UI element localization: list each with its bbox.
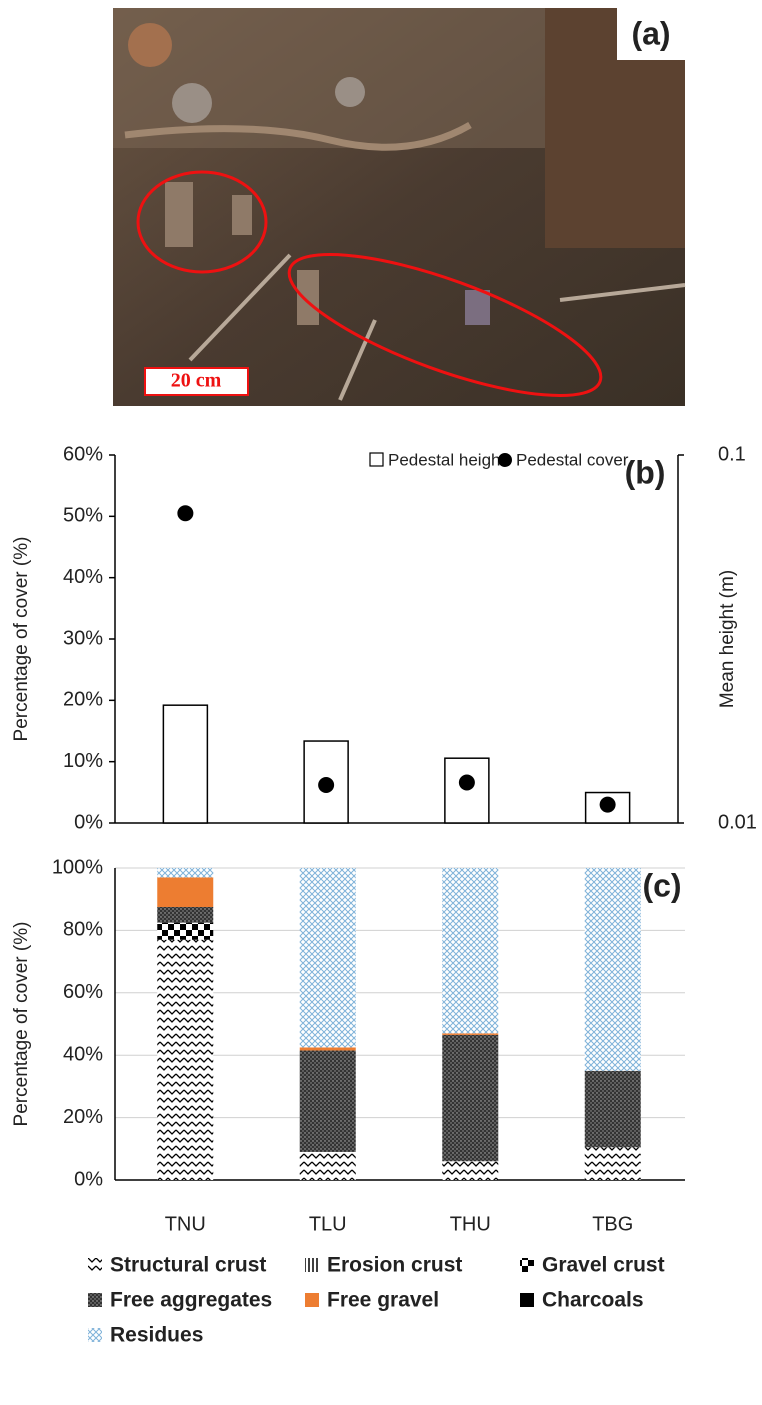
photo-pedestal [465,290,490,325]
y-tick-label: 30% [63,627,103,649]
photo-highlight [136,170,268,274]
legend-label: Erosion crust [327,1254,462,1277]
legend-label: Structural crust [110,1254,266,1277]
x-tick-label: TBG [592,1213,633,1235]
legend-label: Gravel crust [542,1254,665,1277]
bar [444,757,490,824]
y-tick-label: 80% [63,919,103,941]
legend-swatch [305,1258,319,1272]
bar-segment [299,868,356,1048]
x-tick-label: THU [450,1213,491,1235]
photo-pedestal [232,195,252,235]
panel-label: (b) [625,454,666,490]
bar-segment [157,939,214,1180]
legend-label: Pedestal height [388,450,505,469]
legend-swatch [498,453,512,467]
scale-bar-box [144,367,249,396]
bar-segment [157,907,214,923]
legend-swatch [88,1258,102,1272]
panel-label: (c) [642,867,681,903]
y2-tick-label: 0.01 [718,811,757,833]
y-tick-label: 60% [63,443,103,465]
legend-label: Residues [110,1324,203,1347]
photo: (a) 20 cm [113,8,686,406]
scale-bar: 20 cm [171,370,222,392]
bar-segment [442,1161,499,1180]
photo-stone [172,83,212,123]
panel-label-box [617,8,685,60]
y-tick-label: 0% [74,1168,103,1190]
photo-pedestal [297,270,319,325]
y-tick-label: 40% [63,1043,103,1065]
legend-swatch [88,1328,102,1342]
y-tick-label: 50% [63,505,103,527]
bar-segment [157,877,214,907]
legend-swatch [520,1293,534,1307]
y-tick-label: 20% [63,1106,103,1128]
legend-swatch [369,452,384,467]
y-tick-label: 40% [63,566,103,588]
legend-label: Charcoals [542,1289,644,1312]
legend-swatch [520,1258,534,1272]
bar-segment [299,1050,356,1152]
point [458,774,475,791]
panel-label: (a) [631,15,670,51]
bar-segment [299,1047,356,1051]
bar-segment [442,868,499,1034]
y-tick-label: 0% [74,811,103,833]
y-tick-label: 20% [63,689,103,711]
photo-stone [335,77,365,107]
bar-segment [584,1070,641,1148]
bar-segment [299,1151,356,1180]
y-axis-title: Percentage of cover (%) [11,922,32,1127]
y-tick-label: 100% [52,856,103,878]
bar-segment [442,1033,499,1035]
bar-segment [584,1147,641,1180]
legend-label: Free aggregates [110,1289,272,1312]
bar-segment [442,1034,499,1162]
y2-axis-title: Mean height (m) [717,570,738,708]
photo-pedestal [165,182,193,247]
bar-segment [584,868,641,1071]
photo-highlight [287,252,603,398]
bar-segment [157,922,214,940]
x-tick-label: TLU [309,1213,347,1235]
legend-swatch [88,1293,102,1307]
y-axis-title: Percentage of cover (%) [11,537,32,742]
legend-label: Free gravel [327,1289,439,1312]
point [318,776,335,793]
y-tick-label: 10% [63,750,103,772]
photo-stone [128,23,172,67]
legend-label: Pedestal cover [516,450,629,469]
photo-sticks [188,253,686,401]
x-tick-label: TNU [165,1213,206,1235]
legend-swatch [305,1293,319,1307]
point [599,796,616,813]
y-tick-label: 60% [63,981,103,1003]
photo-root [124,121,472,151]
point [177,505,194,522]
bar [162,704,209,824]
y2-tick-label: 0.1 [718,443,746,465]
bar-segment [157,868,214,878]
